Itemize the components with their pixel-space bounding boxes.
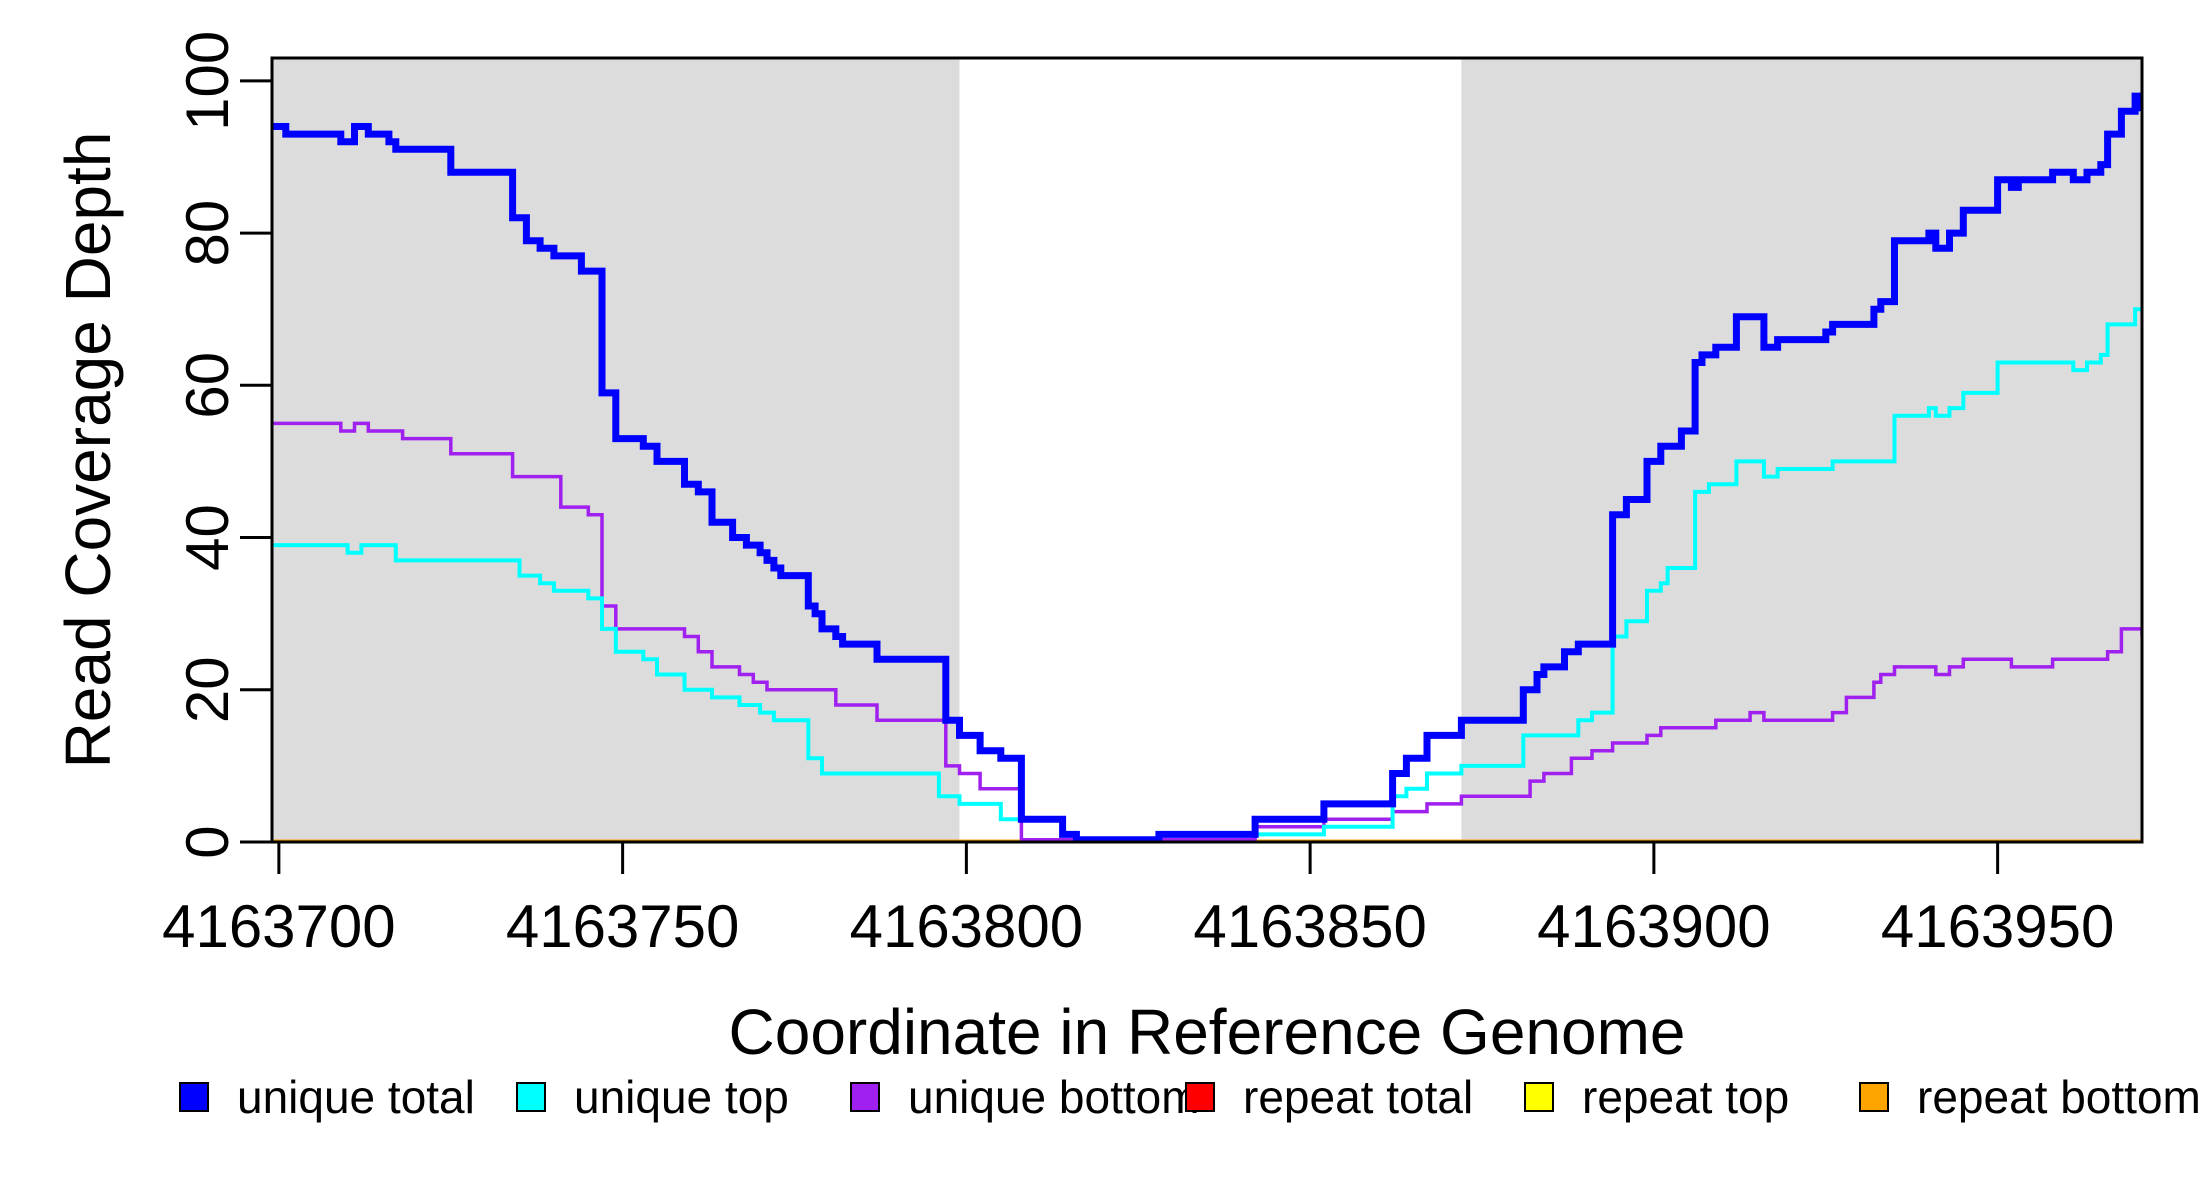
legend-item-unique-bottom: unique bottom xyxy=(850,1071,1200,1123)
y-tick-label: 100 xyxy=(174,31,241,131)
legend-swatch-repeat-total xyxy=(1185,1082,1215,1112)
y-tick-label: 0 xyxy=(174,825,241,858)
legend-label: unique top xyxy=(574,1071,789,1123)
legend-swatch-unique-total xyxy=(179,1082,209,1112)
x-axis-title: Coordinate in Reference Genome xyxy=(728,996,1686,1068)
legend-label: unique total xyxy=(237,1071,475,1123)
legend-item-unique-total: unique total xyxy=(179,1071,475,1123)
legend-label: repeat total xyxy=(1243,1071,1474,1123)
y-tick-label: 80 xyxy=(174,200,241,267)
plot-frame xyxy=(270,56,2144,844)
x-tick-label: 4163850 xyxy=(1193,893,1427,960)
y-tick-label: 40 xyxy=(174,504,241,571)
legend-label: unique bottom xyxy=(908,1071,1200,1123)
y-tick-label: 20 xyxy=(174,656,241,723)
x-tick-label: 4163950 xyxy=(1881,893,2115,960)
legend-swatch-unique-bottom xyxy=(850,1082,880,1112)
legend-swatch-repeat-top xyxy=(1524,1082,1554,1112)
series-unique-top xyxy=(272,307,2142,842)
x-tick-label: 4163800 xyxy=(850,893,1084,960)
repeat-region-band xyxy=(1461,58,2142,842)
y-tick-label: 60 xyxy=(174,352,241,419)
legend-label: repeat top xyxy=(1582,1071,1790,1123)
x-tick-label: 4163750 xyxy=(506,893,740,960)
legend-label: repeat bottom xyxy=(1917,1071,2200,1123)
legend-swatch-repeat-bottom xyxy=(1859,1082,1889,1112)
legend-item-repeat-bottom: repeat bottom xyxy=(1859,1071,2200,1123)
legend-swatch-unique-top xyxy=(516,1082,546,1112)
repeat-region-band xyxy=(272,58,960,842)
x-tick-label: 4163700 xyxy=(162,893,396,960)
series-unique-total xyxy=(272,92,2142,842)
y-axis-title: Read Coverage Depth xyxy=(52,131,124,769)
legend-item-repeat-total: repeat total xyxy=(1185,1071,1474,1123)
legend-item-repeat-top: repeat top xyxy=(1524,1071,1790,1123)
x-tick-label: 4163900 xyxy=(1537,893,1771,960)
legend-item-unique-top: unique top xyxy=(516,1071,789,1123)
